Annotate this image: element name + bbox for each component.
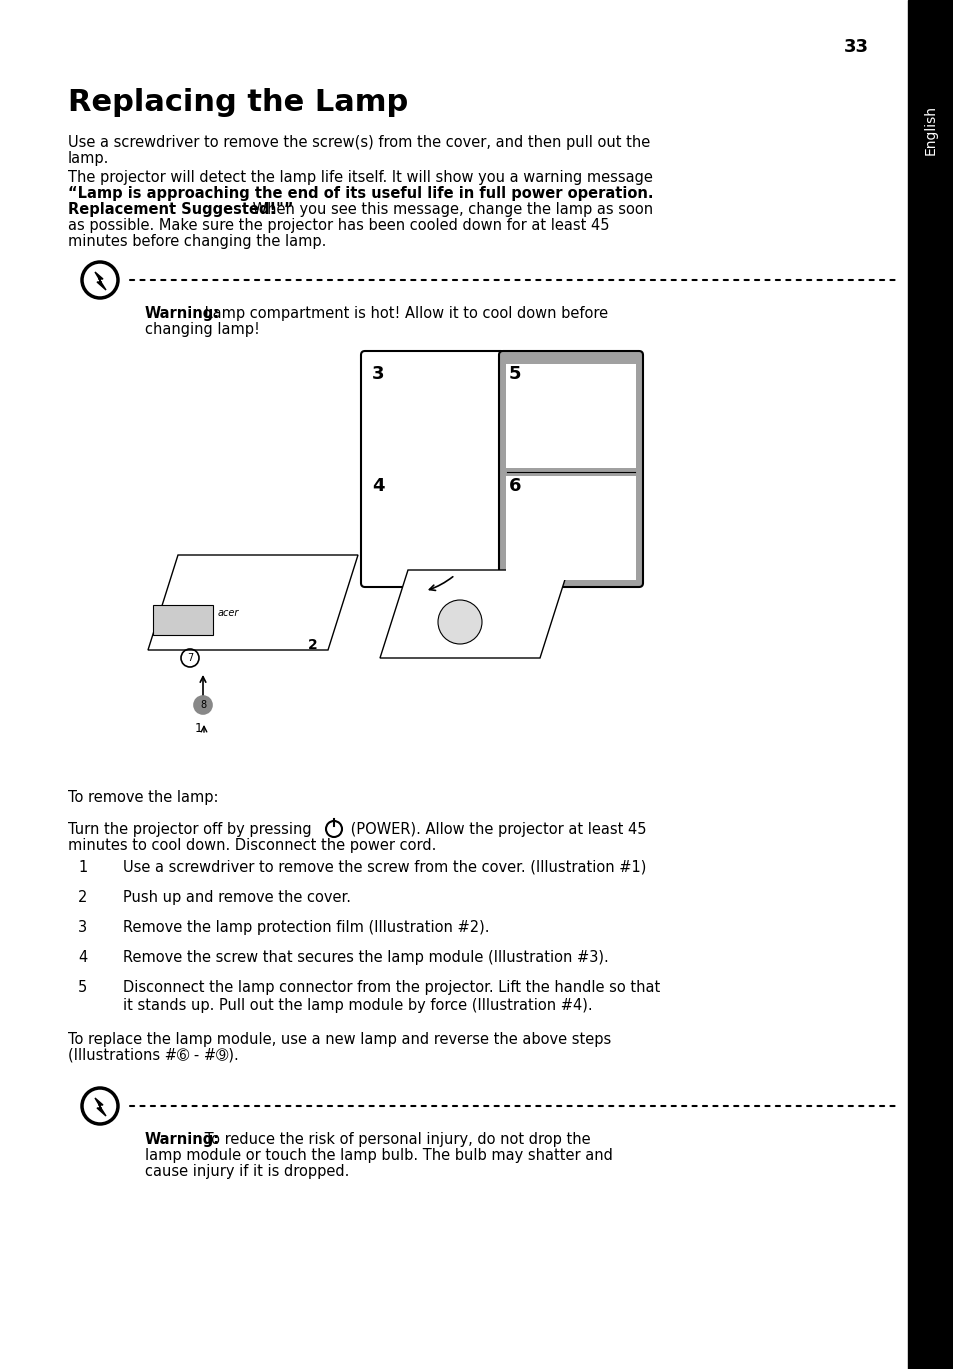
Text: 2: 2 [308,638,317,652]
Bar [907,0,953,1369]
Text: English: English [923,105,937,155]
Text: 5: 5 [78,980,87,995]
Text: 1: 1 [78,860,87,875]
Text: 1: 1 [194,721,203,735]
Text: lamp module or touch the lamp bulb. The bulb may shatter and: lamp module or touch the lamp bulb. The … [145,1149,612,1164]
Text: Warning:: Warning: [145,307,220,320]
Bar [505,476,636,580]
Text: When you see this message, change the lamp as soon: When you see this message, change the la… [248,203,653,218]
Text: changing lamp!: changing lamp! [145,322,259,337]
Text: Use a screwdriver to remove the screw from the cover. (Illustration #1): Use a screwdriver to remove the screw fr… [123,860,646,875]
Text: Use a screwdriver to remove the screw(s) from the cover, and then pull out the: Use a screwdriver to remove the screw(s)… [68,136,650,151]
Text: Disconnect the lamp connector from the projector. Lift the handle so that: Disconnect the lamp connector from the p… [123,980,659,995]
Bar [505,364,636,468]
Text: lamp.: lamp. [68,151,110,166]
Text: minutes to cool down. Disconnect the power cord.: minutes to cool down. Disconnect the pow… [68,838,436,853]
Text: Replacing the Lamp: Replacing the Lamp [68,88,408,116]
Text: Replacement Suggested!"”: Replacement Suggested!"” [68,203,294,218]
Text: cause injury if it is dropped.: cause injury if it is dropped. [145,1164,349,1179]
Text: (Illustrations #➅ - #➈).: (Illustrations #➅ - #➈). [68,1049,238,1062]
Text: 33: 33 [842,38,867,56]
Text: 2: 2 [78,890,88,905]
Text: The projector will detect the lamp life itself. It will show you a warning messa: The projector will detect the lamp life … [68,170,652,185]
FancyBboxPatch shape [498,350,642,587]
Text: as possible. Make sure the projector has been cooled down for at least 45: as possible. Make sure the projector has… [68,218,609,233]
Text: Turn the projector off by pressing: Turn the projector off by pressing [68,821,312,836]
Text: Lamp compartment is hot! Allow it to cool down before: Lamp compartment is hot! Allow it to coo… [200,307,607,320]
Circle shape [437,600,481,643]
Text: 3: 3 [78,920,87,935]
Text: 4: 4 [372,476,384,496]
Polygon shape [379,570,567,658]
Polygon shape [95,272,106,290]
Text: 7: 7 [187,653,193,663]
Text: acer: acer [217,608,238,617]
Text: Remove the screw that secures the lamp module (Illustration #3).: Remove the screw that secures the lamp m… [123,950,608,965]
Text: 3: 3 [372,366,384,383]
Polygon shape [95,1098,106,1116]
Text: minutes before changing the lamp.: minutes before changing the lamp. [68,234,326,249]
Text: 8: 8 [200,700,206,711]
Text: it stands up. Pull out the lamp module by force (Illustration #4).: it stands up. Pull out the lamp module b… [123,998,592,1013]
Text: 5: 5 [509,366,521,383]
Polygon shape [148,554,357,650]
Text: To replace the lamp module, use a new lamp and reverse the above steps: To replace the lamp module, use a new la… [68,1032,611,1047]
Text: To remove the lamp:: To remove the lamp: [68,790,218,805]
Bar [152,605,213,635]
Text: (POWER). Allow the projector at least 45: (POWER). Allow the projector at least 45 [346,821,646,836]
Text: Warning:: Warning: [145,1132,220,1147]
FancyBboxPatch shape [360,350,504,587]
Text: 4: 4 [78,950,87,965]
Text: “Lamp is approaching the end of its useful life in full power operation.: “Lamp is approaching the end of its usef… [68,186,653,201]
Text: Push up and remove the cover.: Push up and remove the cover. [123,890,351,905]
Text: To reduce the risk of personal injury, do not drop the: To reduce the risk of personal injury, d… [200,1132,590,1147]
Circle shape [193,695,212,715]
Text: 6: 6 [509,476,521,496]
Text: Remove the lamp protection film (Illustration #2).: Remove the lamp protection film (Illustr… [123,920,489,935]
